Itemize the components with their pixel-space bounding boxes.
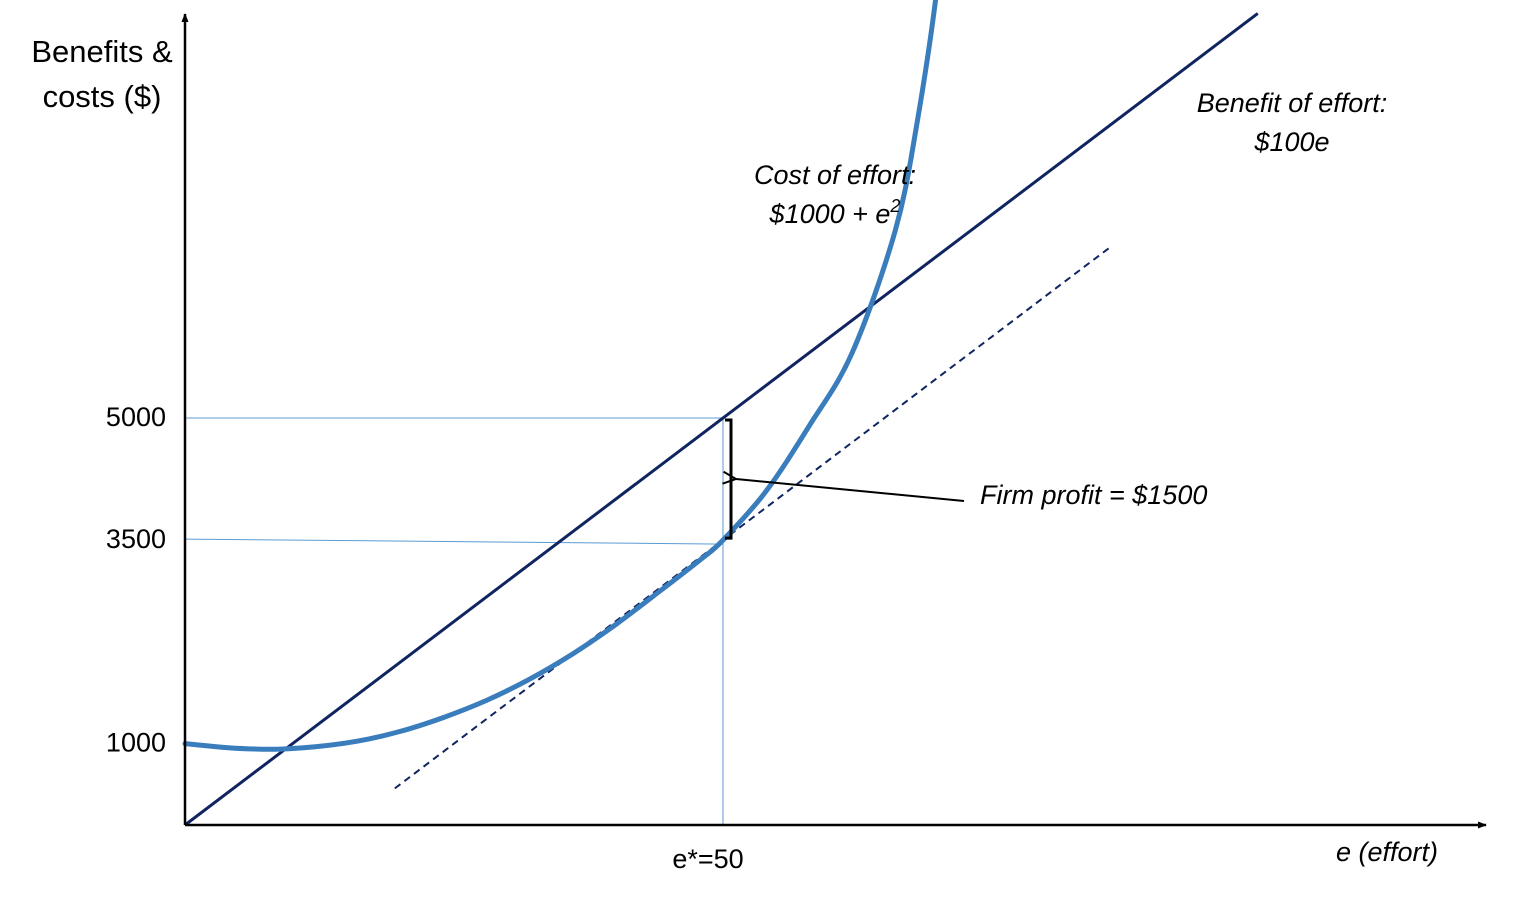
cost-label-line-2: $1000 + e2 xyxy=(769,196,901,229)
y-axis-label-line-2: costs ($) xyxy=(43,79,162,114)
cost-label-line-1: Cost of effort: xyxy=(754,160,916,190)
x-axis-label: e (effort) xyxy=(1336,837,1438,867)
y-tick-label: 1000 xyxy=(106,728,166,758)
benefit-label-line-2: $100e xyxy=(1253,127,1329,157)
reference-line-3500 xyxy=(184,538,724,545)
y-tick-label: 3500 xyxy=(106,524,166,554)
cost-curve xyxy=(182,0,939,752)
x-tick-label: e*=50 xyxy=(672,844,743,874)
benefit-line xyxy=(184,12,1259,827)
tangent-line xyxy=(394,246,1111,790)
y-axis-label-line-1: Benefits & xyxy=(31,34,173,69)
y-tick-label: 5000 xyxy=(106,402,166,432)
profit-bracket xyxy=(725,418,733,540)
profit-annotation: Firm profit = $1500 xyxy=(980,480,1207,510)
benefit-label-line-1: Benefit of effort: xyxy=(1197,88,1388,118)
cost-label-exponent: 2 xyxy=(889,196,900,216)
profit-arrow xyxy=(736,479,965,502)
cost-label-formula: $1000 + e xyxy=(769,199,891,229)
